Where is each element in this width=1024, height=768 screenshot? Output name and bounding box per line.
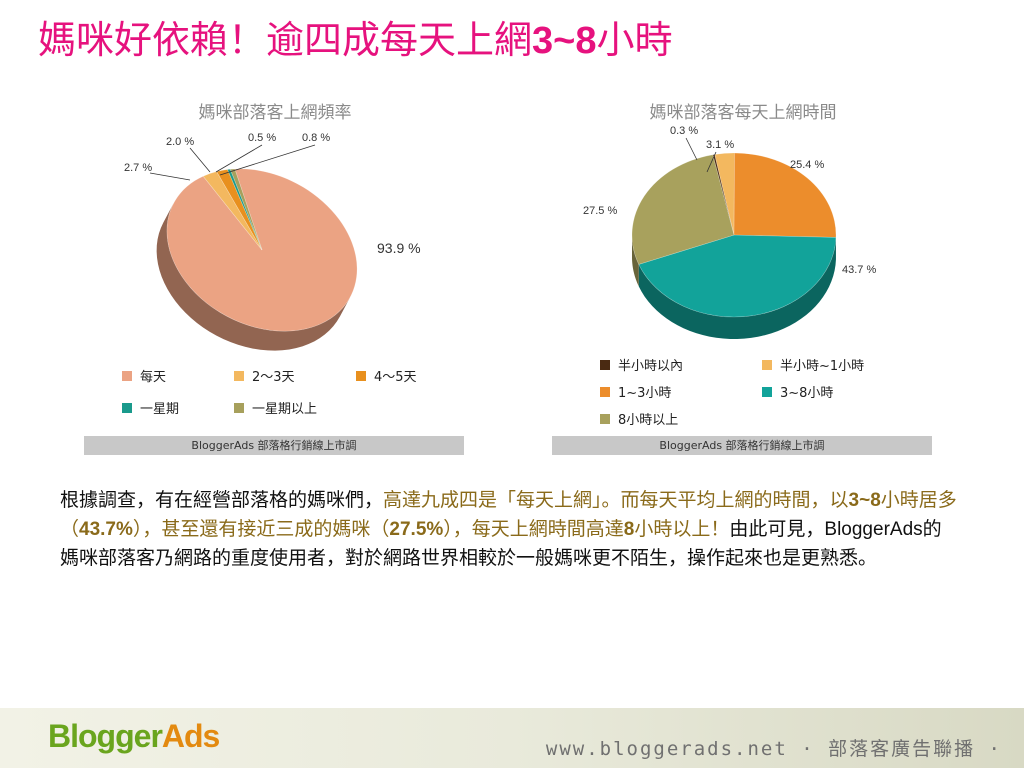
legend-item-half-to-1: 半小時~1小時 [762,355,864,374]
legend-swatch [122,370,132,381]
body-highlight: ），每天上網時間高達 [443,518,624,540]
body-highlight: 高達九成四是「每天上網」。而每天平均上網的時間，以 [383,489,849,511]
legend-swatch [600,359,610,370]
pie-label-1: 2.7 % [124,162,152,174]
legend-item-over-week: 一星期以上 [234,398,317,417]
body-highlight: 小時居多（ [60,489,957,540]
bloggerads-logo: BloggerAds [48,718,220,755]
legend-item-over-8h: 8小時以上 [600,409,678,428]
legend-label: 半小時~1小時 [780,359,865,374]
legend-swatch [234,402,244,413]
leader-line-0 [685,137,698,161]
legend-label: 4～5天 [374,370,417,385]
title-text: 媽咪好依賴！逾四成每天上網 [38,18,533,62]
pie-label-3: 43.7 % [842,264,876,276]
pie-label-0: 93.9 % [377,240,421,256]
body-segment: 由此可見， [729,518,825,540]
pie-label-2: 25.4 % [790,159,824,171]
leader-line-3 [215,144,263,173]
pie-label-4: 0.8 % [302,132,330,144]
body-brand-name: BloggerAds [824,519,923,540]
pie-side-4 [632,235,639,287]
pie-slice-3~8小時 [638,234,837,318]
pie-side-3 [638,237,836,339]
logo-text-ads: Ads [161,718,220,754]
legend-label: 2～3天 [252,370,295,385]
legend-swatch [762,359,772,370]
legend-label: 1~3小時 [618,386,672,401]
legend-swatch [762,386,772,397]
pie-label-0: 0.3 % [670,125,698,137]
legend-swatch [234,370,244,381]
chart2-title: 媽咪部落客每天上網時間 [649,103,837,123]
legend-label: 每天 [140,370,167,385]
legend-item-4-5days: 4～5天 [356,366,417,385]
legend-swatch [600,386,610,397]
legend-swatch [356,370,366,381]
legend-item-1-3h: 1~3小時 [600,382,671,401]
body-segment: 根據調查，有在經營部落格的媽咪們， [60,489,384,511]
chart1-title: 媽咪部落客上網頻率 [198,103,352,123]
pie-slice-一星期以上 [229,168,263,251]
legend-item-3-8h: 3~8小時 [762,382,833,401]
pie-label-2: 2.0 % [166,136,194,148]
page-title: 媽咪好依賴！逾四成每天上網3~8小時 [38,14,998,67]
body-highlight-bold: 43.7% [79,519,133,540]
leader-line-2 [189,147,211,173]
legend-swatch [122,402,132,413]
legend-item-2-3days: 2～3天 [234,366,295,385]
body-highlight: ），甚至還有接近三成的媽咪（ [132,518,390,540]
body-segment: 的媽咪部落客乃網路的重度使用者，對於網路世界相較於一般媽咪更不陌生，操作起來也是… [60,518,942,569]
title-bold-range: 3~8 [532,20,597,62]
logo-text-blogger: Blogger [48,718,163,754]
legend-item-half-hour: 半小時以內 [600,355,683,374]
pie-slice-每天 [166,168,358,332]
chart1-source: BloggerAds 部落格行銷線上市調 [84,436,464,455]
legend-label: 8小時以上 [618,413,679,428]
legend-label: 半小時以內 [618,359,684,374]
legend-label: 3~8小時 [780,386,834,401]
legend-swatch [600,413,610,424]
pie-side-0 [156,203,351,351]
leader-line-1 [706,151,717,173]
chart2-source: BloggerAds 部落格行銷線上市調 [552,436,932,455]
summary-paragraph: 根據調查，有在經營部落格的媽咪們，高達九成四是「每天上網」。而每天平均上網的時間… [60,486,960,572]
body-highlight-bold: 8 [623,519,635,540]
legend-item-daily: 每天 [122,366,166,385]
body-highlight-bold: 3~8 [848,490,881,511]
footer-url: www.bloggerads.net · 部落客廣告聯播 · [545,738,1002,760]
leader-line-4 [219,144,316,176]
legend-label: 一星期以上 [252,402,318,417]
pie-label-4: 27.5 % [583,205,617,217]
title-text-end: 小時 [596,18,673,62]
body-highlight-bold: 27.5% [389,519,444,540]
pie-label-3: 0.5 % [248,132,276,144]
footer-bar: BloggerAds www.bloggerads.net · 部落客廣告聯播 … [0,708,1024,768]
legend-label: 一星期 [140,402,180,417]
pie-slice-8小時以上 [631,154,735,265]
leader-line-1 [149,172,191,181]
body-highlight: 小時以上！ [634,518,730,540]
pie-slice-1~3小時 [733,152,837,238]
pie-label-1: 3.1 % [706,139,734,151]
pie-slice-一星期 [227,168,263,251]
legend-item-week: 一星期 [122,398,179,417]
